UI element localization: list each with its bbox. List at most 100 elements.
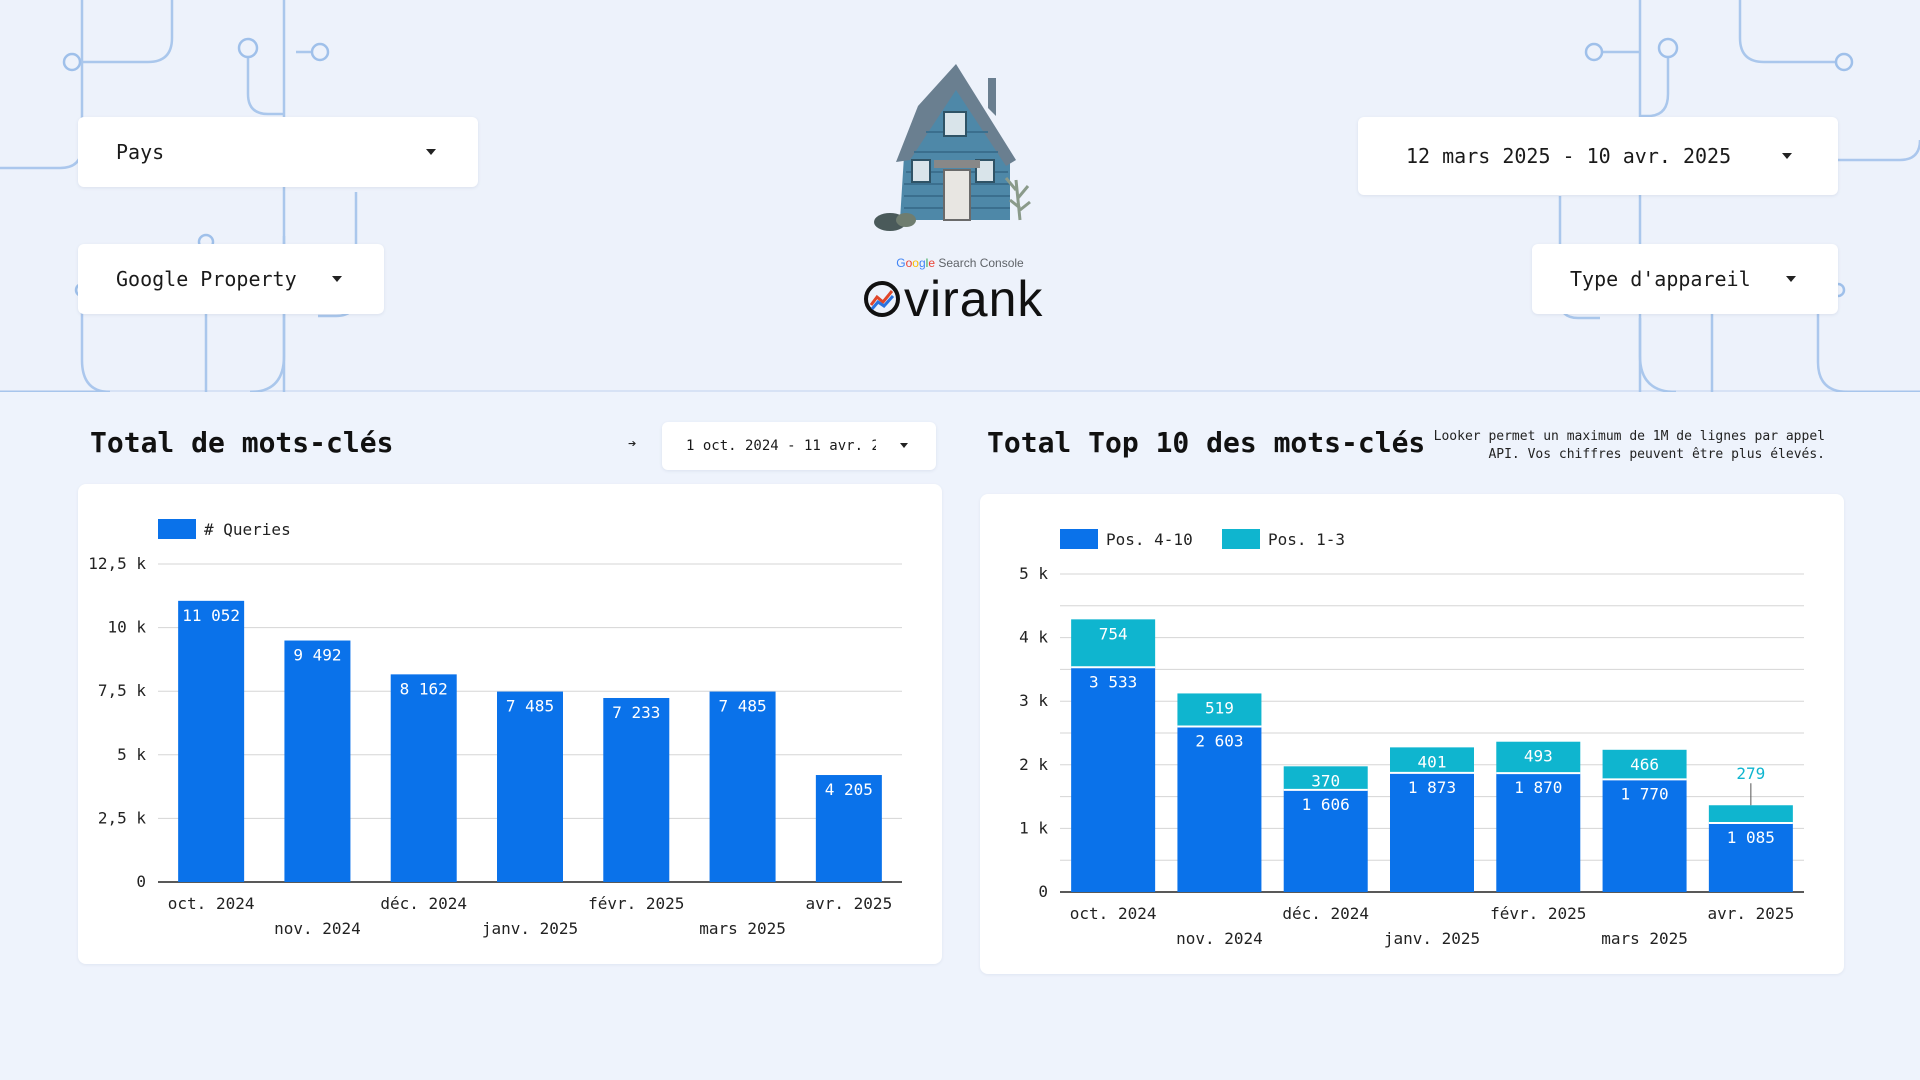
legend-label: Pos. 1-3: [1268, 530, 1345, 549]
top10-keywords-chart-card: Pos. 4-10 Pos. 1-3 0 1 k 2 k 3 k 4 k 5 k 3 533 75…: [980, 494, 1844, 974]
data-label: 401: [1418, 752, 1447, 771]
caret-down-icon: [426, 149, 436, 155]
data-label: 1 873: [1408, 778, 1456, 797]
x-tick-label: nov. 2024: [1176, 929, 1263, 948]
data-label: 279: [1736, 764, 1765, 783]
bar: [1283, 766, 1368, 790]
api-limit-note: Looker permet un maximum de 1M de lignes…: [1433, 429, 1825, 462]
data-label: 519: [1205, 698, 1234, 717]
y-tick-label: 5 k: [1019, 564, 1048, 583]
legend-swatch: [1060, 529, 1098, 549]
bar: [1071, 667, 1156, 892]
data-label: 1 085: [1727, 828, 1775, 847]
total-keywords-chart-card: # Queries 0 2,5 k 5 k 7,5 k 10 k 12,5 k 11 052 o…: [78, 484, 942, 964]
y-tick-label: 12,5 k: [88, 554, 146, 573]
caret-down-icon: [900, 443, 908, 448]
arrow-right-icon: ➔: [628, 436, 637, 452]
total-keywords-title: Total de mots-clés: [90, 426, 394, 459]
bar: [815, 775, 882, 882]
date-range-label: 12 mars 2025 - 10 avr. 2025: [1406, 144, 1732, 168]
y-tick-label: 4 k: [1019, 628, 1048, 647]
data-label: 11 052: [182, 606, 240, 625]
total-keywords-bar-chart: # Queries 0 2,5 k 5 k 7,5 k 10 k 12,5 k 11 052 o…: [88, 519, 902, 938]
x-tick-label: oct. 2024: [1070, 904, 1157, 923]
property-filter-dropdown[interactable]: Google Property: [78, 244, 384, 314]
caret-down-icon: [1786, 276, 1796, 282]
bar: [1177, 693, 1262, 727]
bar: [1177, 726, 1262, 892]
x-tick-label: mars 2025: [699, 919, 786, 938]
bar: [1496, 773, 1581, 892]
property-filter-label: Google Property: [116, 267, 297, 291]
y-tick-label: 7,5 k: [98, 681, 147, 700]
data-label: 466: [1630, 755, 1659, 774]
brand-name: virank: [904, 271, 1044, 327]
data-label: 1 870: [1514, 778, 1562, 797]
comparison-date-range-label: 1 oct. 2024 - 11 avr. 2: [686, 438, 876, 454]
x-tick-label: déc. 2024: [380, 894, 467, 913]
x-tick-label: févr. 2025: [1490, 904, 1586, 923]
x-tick-label: janv. 2025: [1384, 929, 1480, 948]
x-tick-label: déc. 2024: [1282, 904, 1369, 923]
legend-swatch: [1222, 529, 1260, 549]
x-tick-label: févr. 2025: [588, 894, 684, 913]
bar: [284, 640, 351, 882]
top10-keywords-stacked-bar-chart: Pos. 4-10 Pos. 1-3 0 1 k 2 k 3 k 4 k 5 k 3 533 75…: [1019, 529, 1804, 948]
comparison-date-range-picker[interactable]: 1 oct. 2024 - 11 avr. 2: [662, 422, 936, 470]
data-label: 3 533: [1089, 672, 1137, 691]
bar: [1283, 789, 1368, 892]
legend-swatch: [158, 519, 196, 539]
data-label: 493: [1524, 747, 1553, 766]
bar: [709, 691, 776, 882]
y-tick-label: 3 k: [1019, 691, 1048, 710]
y-tick-label: 0: [136, 872, 146, 891]
data-label: 7 485: [506, 697, 554, 716]
data-label: 8 162: [400, 679, 448, 698]
bar: [1071, 619, 1156, 668]
data-label: 2 603: [1195, 731, 1243, 750]
device-type-filter-label: Type d'appareil: [1570, 267, 1751, 291]
google-search-console-label: Google Search Console: [896, 256, 1024, 270]
brand-o-icon: [864, 281, 900, 317]
x-tick-label: janv. 2025: [482, 919, 578, 938]
y-tick-label: 1 k: [1019, 818, 1048, 837]
bar: [178, 600, 245, 882]
data-label: 7 233: [612, 703, 660, 722]
data-label: 4 205: [825, 780, 873, 799]
bar: [603, 697, 670, 882]
y-tick-label: 5 k: [117, 745, 146, 764]
caret-down-icon: [332, 276, 342, 282]
data-label: 7 485: [718, 697, 766, 716]
caret-down-icon: [1782, 153, 1792, 159]
country-filter-dropdown[interactable]: Pays: [78, 117, 478, 187]
device-type-filter-dropdown[interactable]: Type d'appareil: [1532, 244, 1838, 314]
data-label: 1 606: [1302, 795, 1350, 814]
bar: [1708, 822, 1793, 892]
legend-label: # Queries: [204, 520, 291, 539]
x-tick-label: mars 2025: [1601, 929, 1688, 948]
x-tick-label: nov. 2024: [274, 919, 361, 938]
bar: [390, 674, 457, 882]
bar: [497, 691, 563, 882]
x-tick-label: avr. 2025: [1708, 904, 1795, 923]
data-label: 9 492: [293, 646, 341, 665]
bar: [1602, 779, 1687, 892]
x-tick-label: oct. 2024: [168, 894, 255, 913]
data-label: 1 770: [1620, 784, 1668, 803]
data-label: 754: [1099, 624, 1128, 643]
bar: [1390, 772, 1474, 892]
y-tick-label: 10 k: [107, 618, 146, 637]
brand-logo: virank: [862, 270, 1062, 328]
house-illustration: [874, 64, 1031, 231]
legend-label: Pos. 4-10: [1106, 530, 1193, 549]
country-filter-label: Pays: [116, 140, 165, 164]
bar: [1708, 805, 1793, 823]
date-range-picker[interactable]: 12 mars 2025 - 10 avr. 2025: [1358, 117, 1838, 195]
bar: [1390, 747, 1474, 773]
x-tick-label: avr. 2025: [806, 894, 893, 913]
top10-keywords-title: Total Top 10 des mots-clés: [987, 426, 1426, 459]
y-tick-label: 0: [1038, 882, 1048, 901]
y-tick-label: 2,5 k: [98, 808, 147, 827]
data-label: 370: [1311, 771, 1340, 790]
bar: [1602, 749, 1687, 780]
